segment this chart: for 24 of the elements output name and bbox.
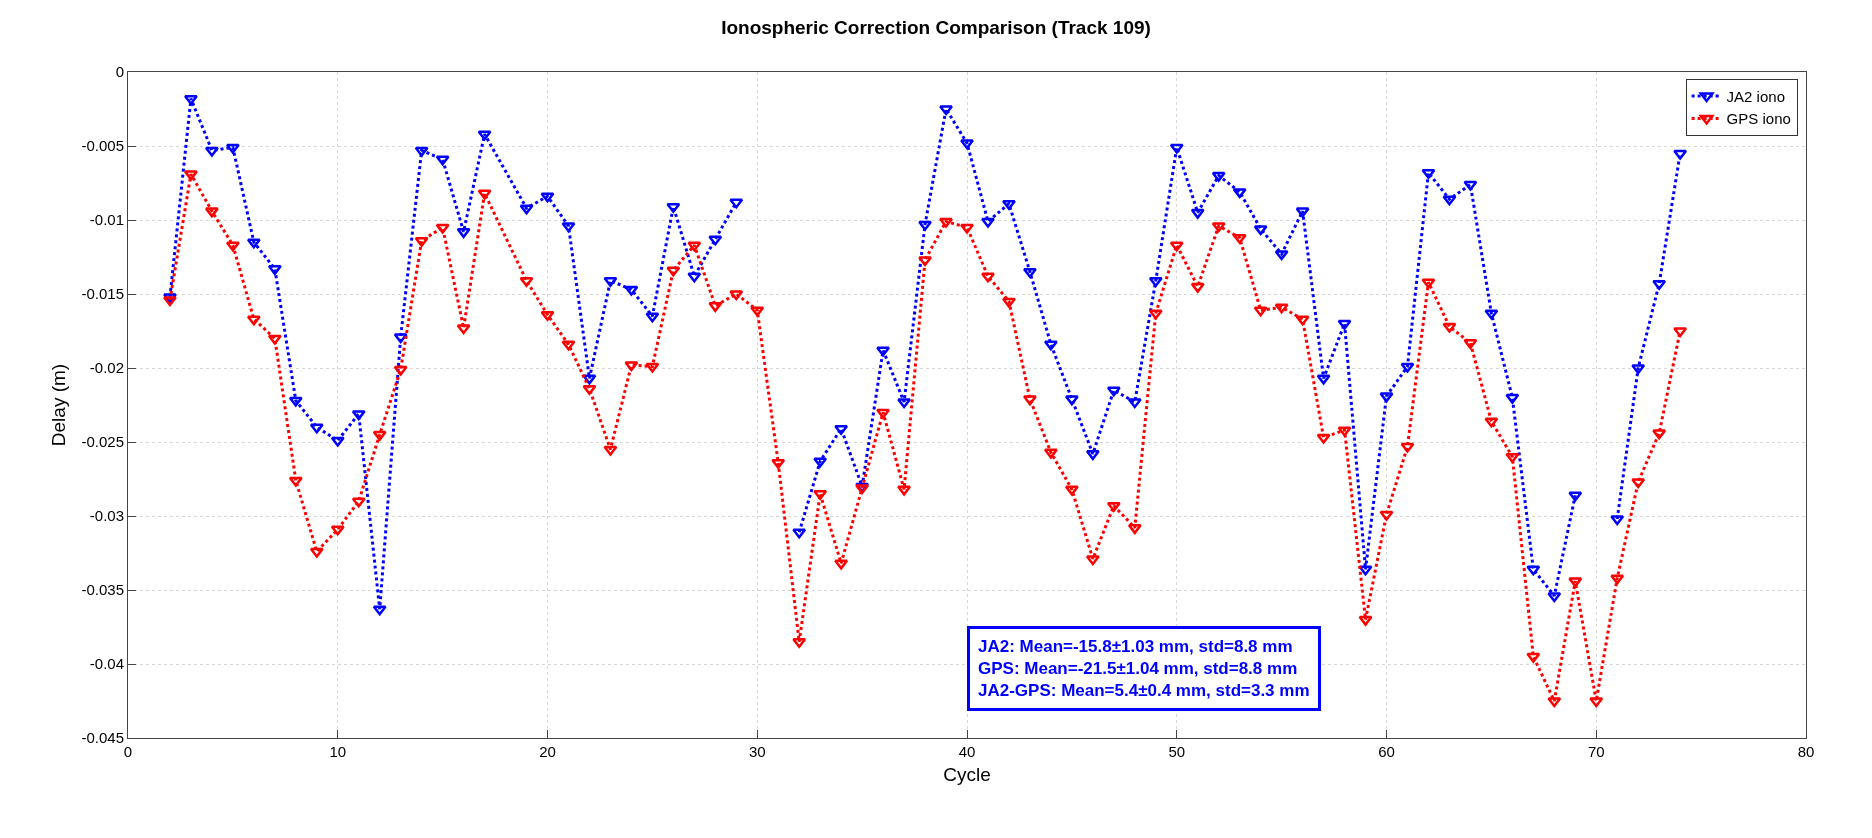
annotation: JA2: Mean=-15.8±1.03 mm, std=8.8 mm GPS: Mean=-21.5±1.04 mm, std=8.8 mm JA2-GPS: Mean=5.4±0.4 mm, std=3.3 mm (978, 637, 1310, 701)
y-tick-label: -0.025 (81, 433, 124, 451)
x-tick-label: 80 (1797, 743, 1815, 760)
x-tick-label: 70 (1587, 743, 1605, 760)
y-tick-label: -0.03 (89, 507, 124, 525)
y-tick-label: -0.04 (89, 655, 124, 673)
y-axis-title: Delay (m) (48, 363, 70, 447)
y-tick-label: -0.045 (81, 729, 124, 747)
x-tick-label: 40 (958, 743, 976, 760)
y-tick-label: -0.035 (81, 581, 124, 599)
y-tick-label: 0 (115, 63, 124, 81)
x-tick-label: 10 (329, 743, 347, 760)
legend-label: JA2 iono (1726, 87, 1785, 105)
y-tick-label: -0.005 (81, 137, 124, 155)
x-tick-label: 20 (539, 743, 556, 760)
x-tick-label: 30 (748, 743, 766, 760)
x-tick-label: 50 (1168, 743, 1186, 760)
legend-label: GPS iono (1726, 110, 1791, 128)
chart-title: Ionospheric Correction Comparison (Track 109) (721, 17, 1151, 39)
y-tick-label: -0.01 (89, 211, 124, 229)
y-tick-label: -0.02 (89, 359, 124, 377)
x-axis-title: Cycle (943, 763, 991, 785)
x-tick-label: 60 (1378, 743, 1395, 760)
y-tick-label: -0.015 (81, 285, 124, 303)
